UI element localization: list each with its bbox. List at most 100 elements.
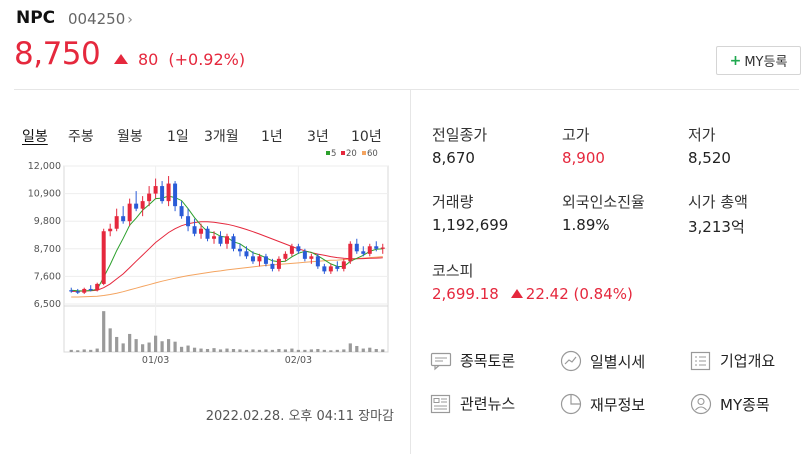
- volume-bar: [368, 347, 372, 352]
- volume-bar: [335, 349, 339, 352]
- volume-bar: [134, 339, 138, 352]
- candle-body: [263, 256, 268, 264]
- y-tick-label: 10,900: [28, 189, 61, 200]
- candle-body: [186, 216, 191, 227]
- candle-body: [199, 228, 204, 234]
- candle-body: [309, 256, 314, 259]
- volume-bar: [141, 344, 145, 352]
- legend-label: 5: [331, 149, 336, 159]
- link-financials[interactable]: 재무정보: [560, 393, 645, 415]
- volume-bar: [348, 343, 352, 352]
- candle-body: [166, 183, 171, 202]
- volume-bar: [342, 349, 346, 352]
- tab-monthly[interactable]: 월봉: [117, 129, 143, 145]
- link-label: 종목토론: [460, 352, 516, 370]
- my-register-label: MY등록: [744, 55, 788, 70]
- link-company-overview[interactable]: 기업개요: [690, 350, 775, 371]
- ma60-line: [71, 256, 383, 298]
- volume-bar: [186, 345, 190, 352]
- volume-bar: [316, 348, 320, 352]
- tab-3month[interactable]: 3개월: [204, 129, 239, 145]
- stock-code: 004250: [68, 10, 126, 28]
- candle-body: [302, 251, 307, 259]
- stat-label: 전일종가: [432, 126, 488, 144]
- volume-bar: [102, 311, 106, 352]
- stat-value: 8,670: [432, 149, 475, 167]
- legend-label: 20: [346, 149, 357, 159]
- volume-bar: [296, 349, 300, 352]
- link-discussion[interactable]: 종목토론: [430, 350, 515, 371]
- stat-value: 1,192,699: [432, 216, 509, 234]
- legend-swatch: [326, 151, 330, 155]
- legend-label: 60: [367, 149, 378, 159]
- link-daily-price[interactable]: 일별시세: [560, 350, 645, 372]
- stat-foreign-ratio: 외국인소진율 1.89%: [562, 191, 645, 234]
- stat-prev-close: 전일종가 8,670: [432, 124, 487, 167]
- candle-body: [380, 247, 385, 249]
- candle-body: [374, 246, 379, 249]
- volume-bar: [238, 349, 242, 352]
- stat-low: 저가 8,520: [688, 124, 731, 167]
- link-label: 관련뉴스: [460, 395, 516, 413]
- volume-bar: [381, 349, 385, 352]
- stat-kospi[interactable]: 코스피 2,699.18 22.42 (0.84%): [432, 260, 633, 303]
- divider: [14, 89, 799, 90]
- volume-bar: [303, 349, 307, 352]
- candle-body: [322, 266, 327, 272]
- candle-body: [101, 231, 106, 284]
- candle-body: [75, 291, 80, 293]
- stat-label: 고가: [562, 126, 590, 144]
- kospi-value: 2,699.18: [432, 285, 499, 303]
- tab-3year[interactable]: 3년: [307, 129, 329, 145]
- stat-volume: 거래량 1,192,699: [432, 191, 508, 234]
- legend-swatch: [362, 151, 366, 155]
- candle-body: [88, 288, 93, 291]
- up-triangle-icon: [114, 54, 128, 64]
- plus-icon: +: [729, 52, 742, 69]
- tab-weekly[interactable]: 주봉: [68, 129, 94, 145]
- candle-body: [114, 216, 119, 229]
- candle-body: [69, 290, 74, 292]
- volume-bar: [322, 349, 326, 352]
- link-news[interactable]: 관련뉴스: [430, 393, 515, 414]
- trend-icon: [560, 350, 582, 372]
- candle-body: [341, 261, 346, 269]
- up-triangle-icon: [510, 289, 523, 298]
- x-tick-label: 02/03: [285, 355, 312, 366]
- volume-bar: [361, 348, 365, 352]
- my-register-button[interactable]: + MY등록: [716, 46, 801, 75]
- volume-bar: [290, 348, 294, 352]
- candle-body: [82, 288, 87, 293]
- list-icon: [690, 351, 711, 370]
- chevron-right-icon: ›: [127, 12, 133, 28]
- link-label: MY종목: [720, 395, 770, 414]
- legend-swatch: [341, 151, 345, 155]
- divider: [410, 89, 411, 454]
- candle-body: [205, 228, 210, 239]
- stat-value: 2,699.18 22.42 (0.84%): [432, 285, 633, 303]
- volume-bar: [218, 349, 223, 352]
- volume-bar: [121, 343, 125, 352]
- candle-body: [348, 243, 353, 262]
- stat-high: 고가 8,900: [562, 124, 605, 167]
- volume-bar: [212, 348, 216, 352]
- volume-bar: [329, 350, 333, 352]
- volume-bar: [225, 348, 229, 352]
- candle-body: [276, 258, 281, 269]
- tab-daily[interactable]: 일봉: [22, 129, 48, 145]
- volume-bar: [173, 341, 177, 352]
- candle-body: [160, 186, 165, 202]
- candle-body: [108, 228, 113, 232]
- tab-1day[interactable]: 1일: [167, 129, 189, 145]
- news-icon: [430, 394, 451, 413]
- tab-10year[interactable]: 10년: [351, 129, 382, 145]
- stock-code-link[interactable]: 004250 ›: [68, 10, 133, 28]
- stock-chart[interactable]: 12,000 10,900 9,800 8,700 7,600 6,500 01/03 02/…: [0, 145, 400, 370]
- tab-1year[interactable]: 1년: [261, 129, 283, 145]
- link-label: 기업개요: [720, 352, 776, 370]
- candle-body: [367, 246, 372, 254]
- candle-body: [237, 248, 242, 252]
- y-tick-label: 9,800: [34, 216, 61, 227]
- candle-body: [179, 206, 184, 217]
- link-my-stocks[interactable]: MY종목: [690, 393, 770, 415]
